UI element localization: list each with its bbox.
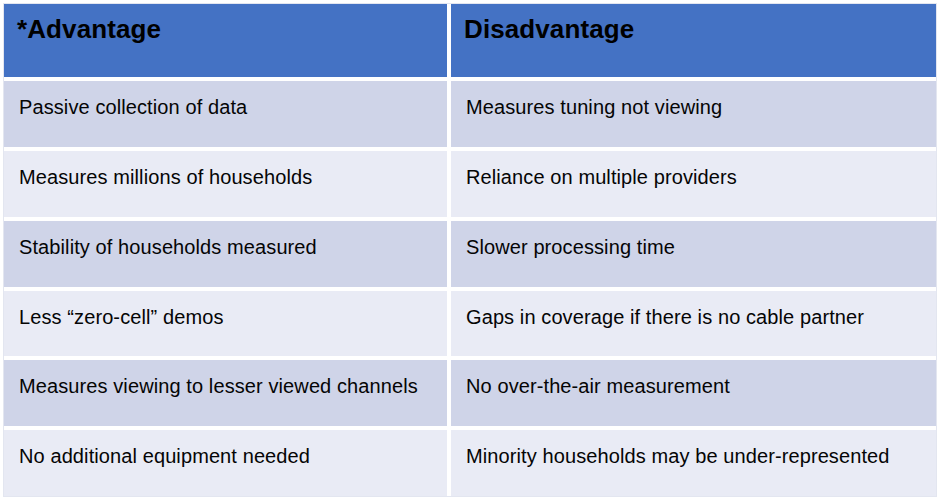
cell-disadvantage-row3: Slower processing time (451, 221, 936, 287)
cell-disadvantage-row6: Minority households may be under-represe… (451, 430, 936, 496)
cell-advantage-row5: Measures viewing to lesser viewed channe… (4, 360, 447, 426)
cell-disadvantage-row2: Reliance on multiple providers (451, 151, 936, 217)
cell-advantage-row4: Less “zero-cell” demos (4, 291, 447, 357)
cell-advantage-row3: Stability of households measured (4, 221, 447, 287)
header-disadvantage: Disadvantage (451, 4, 936, 77)
cell-disadvantage-row5: No over-the-air measurement (451, 360, 936, 426)
comparison-table: *Advantage Disadvantage Passive collecti… (3, 3, 937, 497)
cell-advantage-row1: Passive collection of data (4, 81, 447, 147)
header-advantage: *Advantage (4, 4, 447, 77)
cell-advantage-row2: Measures millions of households (4, 151, 447, 217)
cell-disadvantage-row1: Measures tuning not viewing (451, 81, 936, 147)
cell-advantage-row6: No additional equipment needed (4, 430, 447, 496)
cell-disadvantage-row4: Gaps in coverage if there is no cable pa… (451, 291, 936, 357)
slide-canvas: *Advantage Disadvantage Passive collecti… (0, 0, 940, 500)
